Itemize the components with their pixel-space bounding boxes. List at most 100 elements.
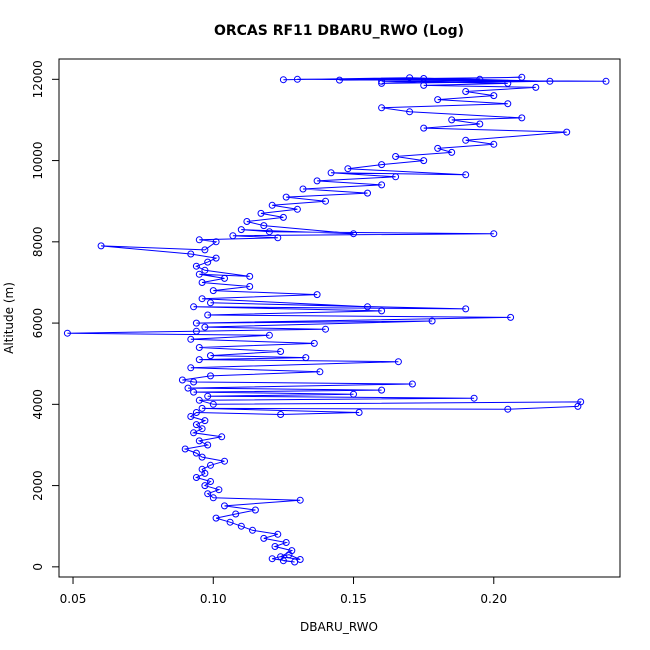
- data-point: [195, 356, 203, 364]
- data-point: [187, 335, 195, 343]
- data-point: [249, 526, 256, 534]
- data-point: [392, 173, 400, 181]
- data-point: [546, 77, 554, 85]
- data-point: [232, 510, 240, 518]
- data-point: [198, 425, 206, 433]
- data-point: [394, 358, 402, 366]
- data-point: [313, 177, 321, 185]
- data-point: [187, 250, 195, 258]
- data-point: [201, 323, 209, 331]
- x-tick-label: 0.10: [200, 592, 227, 606]
- data-point: [209, 400, 217, 408]
- data-point: [322, 197, 329, 205]
- data-point: [310, 339, 318, 347]
- data-point: [532, 83, 540, 91]
- data-point: [378, 79, 386, 87]
- data-point: [198, 404, 206, 412]
- x-axis-label: DBARU_RWO: [300, 620, 378, 634]
- data-point: [221, 457, 228, 465]
- data-point: [237, 226, 245, 234]
- data-point: [392, 153, 400, 160]
- data-point: [201, 417, 209, 425]
- data-point: [378, 161, 386, 169]
- data-point: [378, 104, 386, 112]
- data-point: [226, 518, 234, 526]
- data-point: [507, 313, 515, 321]
- data-point: [207, 461, 214, 469]
- data-point: [260, 222, 268, 230]
- data-point: [462, 136, 470, 144]
- data-point: [277, 411, 285, 418]
- data-point: [420, 157, 428, 165]
- data-point: [265, 228, 273, 236]
- y-tick-label: 8000: [31, 227, 45, 258]
- data-point: [192, 474, 200, 481]
- data-point: [279, 76, 287, 84]
- data-point: [207, 478, 214, 485]
- data-point: [246, 283, 254, 290]
- data-point: [198, 279, 206, 286]
- data-point: [504, 405, 512, 413]
- data-point: [207, 299, 214, 307]
- data-point: [190, 388, 198, 396]
- data-point: [434, 144, 442, 152]
- data-point: [577, 398, 585, 406]
- data-point: [408, 380, 416, 388]
- data-point: [434, 96, 442, 104]
- data-point: [322, 325, 329, 333]
- data-point: [212, 254, 220, 262]
- data-point: [490, 92, 498, 100]
- data-point: [181, 445, 189, 453]
- data-point: [187, 413, 195, 420]
- data-point: [490, 140, 498, 148]
- data-point: [428, 317, 436, 325]
- y-tick-label: 0: [31, 563, 45, 571]
- data-point: [190, 429, 198, 437]
- data-point: [192, 319, 200, 327]
- data-point: [291, 558, 299, 566]
- plot-frame: [58, 58, 621, 578]
- data-point: [406, 74, 414, 82]
- data-point: [229, 232, 237, 240]
- data-point: [209, 287, 217, 295]
- data-point: [251, 506, 259, 514]
- data-point: [282, 193, 290, 201]
- y-tick-label: 4000: [31, 389, 45, 420]
- y-axis: 0 2000 4000 6000 8000 10000 12000: [31, 60, 60, 571]
- data-point: [277, 348, 285, 355]
- data-point: [195, 437, 203, 445]
- y-tick-label: 2000: [31, 470, 45, 501]
- data-point: [184, 384, 192, 392]
- data-point: [448, 148, 456, 156]
- data-point: [198, 453, 206, 461]
- y-tick-label: 6000: [31, 308, 45, 339]
- data-point: [212, 238, 220, 246]
- data-point: [209, 494, 217, 502]
- data-point: [378, 77, 386, 85]
- data-point: [293, 75, 301, 83]
- data-point: [274, 234, 282, 242]
- data-point: [490, 230, 498, 238]
- data-point: [462, 88, 470, 95]
- data-point: [378, 181, 386, 189]
- data-point: [350, 230, 357, 238]
- data-point: [420, 75, 428, 82]
- data-point: [378, 386, 386, 394]
- x-tick-label: 0.20: [480, 592, 507, 606]
- data-point: [279, 213, 287, 221]
- data-point: [476, 120, 484, 128]
- data-point: [260, 534, 268, 542]
- data-point: [504, 79, 512, 87]
- data-point: [204, 258, 212, 266]
- y-axis-label: Altitude (m): [2, 282, 16, 354]
- data-point: [476, 75, 484, 83]
- data-point: [257, 209, 265, 217]
- data-point: [204, 311, 212, 319]
- data-point: [192, 327, 200, 335]
- data-point: [192, 262, 200, 270]
- data-point: [364, 303, 371, 311]
- data-point: [268, 555, 276, 563]
- data-point: [271, 543, 279, 550]
- data-point: [316, 368, 324, 376]
